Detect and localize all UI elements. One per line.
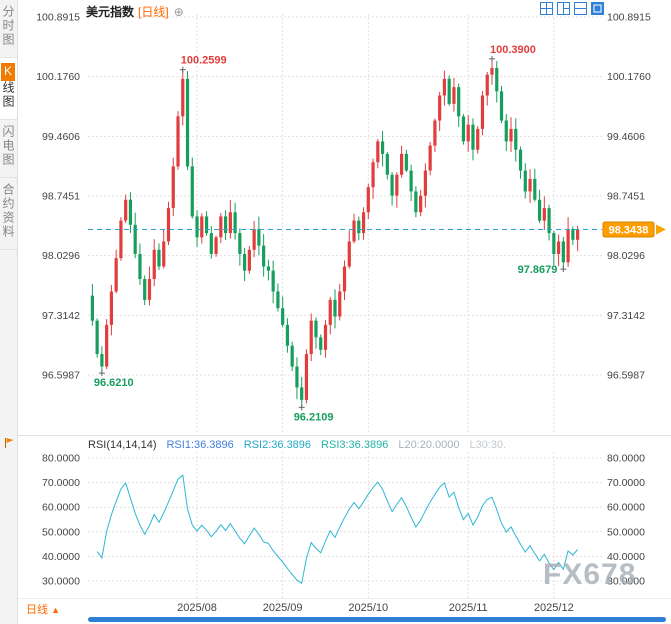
rsi-legend-item: RSI3:36.3896 (321, 439, 389, 451)
svg-text:96.6210: 96.6210 (94, 377, 134, 389)
svg-text:99.4606: 99.4606 (607, 131, 645, 143)
svg-text:40.0000: 40.0000 (42, 551, 80, 563)
svg-text:2025/09: 2025/09 (263, 602, 303, 614)
svg-text:80.0000: 80.0000 (42, 453, 80, 465)
svg-text:97.8679: 97.8679 (518, 264, 558, 276)
svg-text:97.3142: 97.3142 (607, 310, 645, 322)
symbol-title: 美元指数 (86, 5, 135, 19)
sidebar: 分时图 K线图 闪电图 合约资料 (0, 0, 18, 624)
add-indicator-icon[interactable]: ⊕ (173, 5, 184, 19)
svg-text:40.0000: 40.0000 (607, 551, 645, 563)
sidebar-item-lightning-chart[interactable]: 闪电图 (0, 120, 17, 178)
svg-text:99.4606: 99.4606 (42, 131, 80, 143)
kline-tab-highlight: K (1, 63, 15, 81)
sidebar-item-label: 分时图 (1, 5, 15, 47)
rsi-legend-item: RSI2:36.3896 (243, 439, 312, 451)
rsi-legend: RSI(14,14,14) RSI1:36.3896 RSI2:36.3896 RSI… (88, 439, 506, 451)
svg-text:30.0000: 30.0000 (607, 576, 645, 588)
sidebar-item-label: 闪电图 (1, 125, 15, 167)
axis-labels: 100.8915 100.8915 100.1760 100.1760 99.4606 9… (36, 12, 651, 615)
chevron-up-icon: ▲ (51, 605, 60, 615)
rsi-legend-item: L30:30. (469, 439, 507, 451)
panel-separator (18, 435, 671, 436)
svg-text:50.0000: 50.0000 (42, 526, 80, 538)
svg-text:98.0296: 98.0296 (42, 250, 80, 262)
svg-text:97.3142: 97.3142 (42, 310, 80, 322)
period-tag[interactable]: [日线] (138, 5, 169, 19)
layout-2x2-icon[interactable] (540, 2, 553, 15)
svg-text:50.0000: 50.0000 (607, 526, 645, 538)
sidebar-item-label: 线图 (1, 81, 15, 109)
svg-text:96.5987: 96.5987 (42, 370, 80, 382)
svg-text:2025/12: 2025/12 (534, 602, 574, 614)
price-annotations: 96.6210 100.2599 96.2109 100.3900 97.8679 (94, 44, 567, 423)
svg-text:98.7451: 98.7451 (42, 191, 80, 203)
period-selector[interactable]: 日线 ▲ (26, 601, 60, 617)
svg-text:98.0296: 98.0296 (607, 250, 645, 262)
svg-text:60.0000: 60.0000 (607, 502, 645, 514)
svg-text:60.0000: 60.0000 (42, 502, 80, 514)
svg-text:30.0000: 30.0000 (42, 576, 80, 588)
layout-single-active-icon[interactable] (591, 2, 604, 15)
sidebar-item-time-chart[interactable]: 分时图 (0, 0, 17, 58)
layout-icons-toolbar (540, 2, 604, 15)
svg-text:100.2599: 100.2599 (181, 55, 227, 67)
svg-text:70.0000: 70.0000 (607, 477, 645, 489)
layout-rows-icon[interactable] (574, 2, 587, 15)
rsi-legend-item: RSI(14,14,14) (88, 439, 157, 451)
rsi-line (96, 474, 578, 585)
svg-text:2025/10: 2025/10 (348, 602, 388, 614)
svg-text:98.7451: 98.7451 (607, 191, 645, 203)
watermark: FX678 (543, 558, 637, 591)
xaxis-separator (18, 598, 671, 599)
scrollbar[interactable] (88, 617, 666, 622)
sidebar-item-kline-chart[interactable]: K线图 (0, 58, 17, 120)
indicator-flag-icon[interactable] (3, 437, 15, 449)
svg-text:98.3438: 98.3438 (609, 224, 649, 236)
svg-text:96.2109: 96.2109 (294, 411, 334, 423)
chart-header: 美元指数 [日线] ⊕ (86, 3, 184, 20)
svg-text:100.8915: 100.8915 (36, 12, 80, 24)
period-selector-label: 日线 (26, 604, 48, 616)
last-price-label: 98.3438 (602, 221, 655, 238)
svg-text:2025/08: 2025/08 (177, 602, 217, 614)
candlesticks (90, 58, 580, 408)
svg-text:100.8915: 100.8915 (607, 12, 651, 24)
svg-text:2025/11: 2025/11 (449, 602, 488, 614)
svg-text:100.1760: 100.1760 (36, 71, 80, 83)
svg-text:100.1760: 100.1760 (607, 71, 651, 83)
rsi-legend-item: RSI1:36.3896 (166, 439, 234, 451)
svg-text:96.5987: 96.5987 (607, 370, 645, 382)
svg-text:100.3900: 100.3900 (490, 44, 536, 56)
rsi-legend-item: L20:20.0000 (398, 439, 460, 451)
layout-split-icon[interactable] (557, 2, 570, 15)
sidebar-item-contract-info[interactable]: 合约资料 (0, 178, 17, 250)
svg-text:80.0000: 80.0000 (607, 453, 645, 465)
sidebar-item-label: 合约资料 (1, 183, 15, 239)
svg-text:70.0000: 70.0000 (42, 477, 80, 489)
price-arrow-icon (656, 224, 666, 235)
